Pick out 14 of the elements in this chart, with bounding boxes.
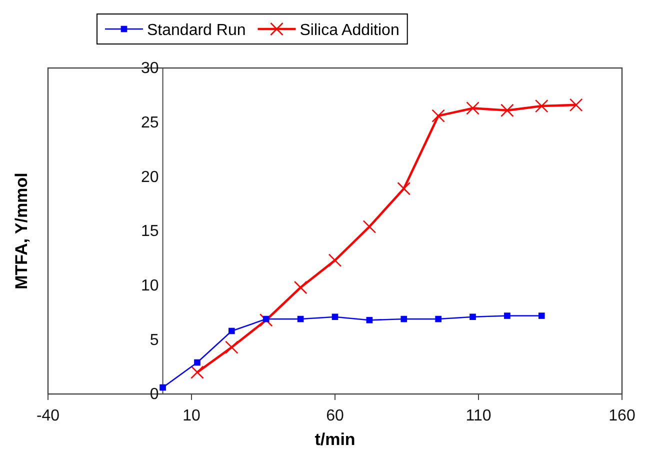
legend-label: Standard Run — [147, 22, 246, 39]
x-tick-label: 160 — [608, 408, 636, 425]
x-tick-label: 10 — [182, 408, 200, 425]
x-axis-title: t/min — [314, 430, 356, 449]
x-tick-label: 110 — [466, 408, 492, 425]
y-tick-label: 25 — [141, 114, 159, 132]
x-tick-label: -40 — [36, 408, 60, 425]
legend-label: Silica Addition — [300, 22, 400, 39]
y-tick-label: 10 — [141, 277, 159, 294]
y-tick-label: 15 — [141, 223, 159, 240]
y-axis-title: MTFA, Y/mmol — [12, 172, 31, 290]
y-tick-label: 20 — [141, 168, 159, 186]
y-tick-label: 5 — [150, 332, 159, 349]
x-tick-label: 60 — [326, 408, 344, 425]
